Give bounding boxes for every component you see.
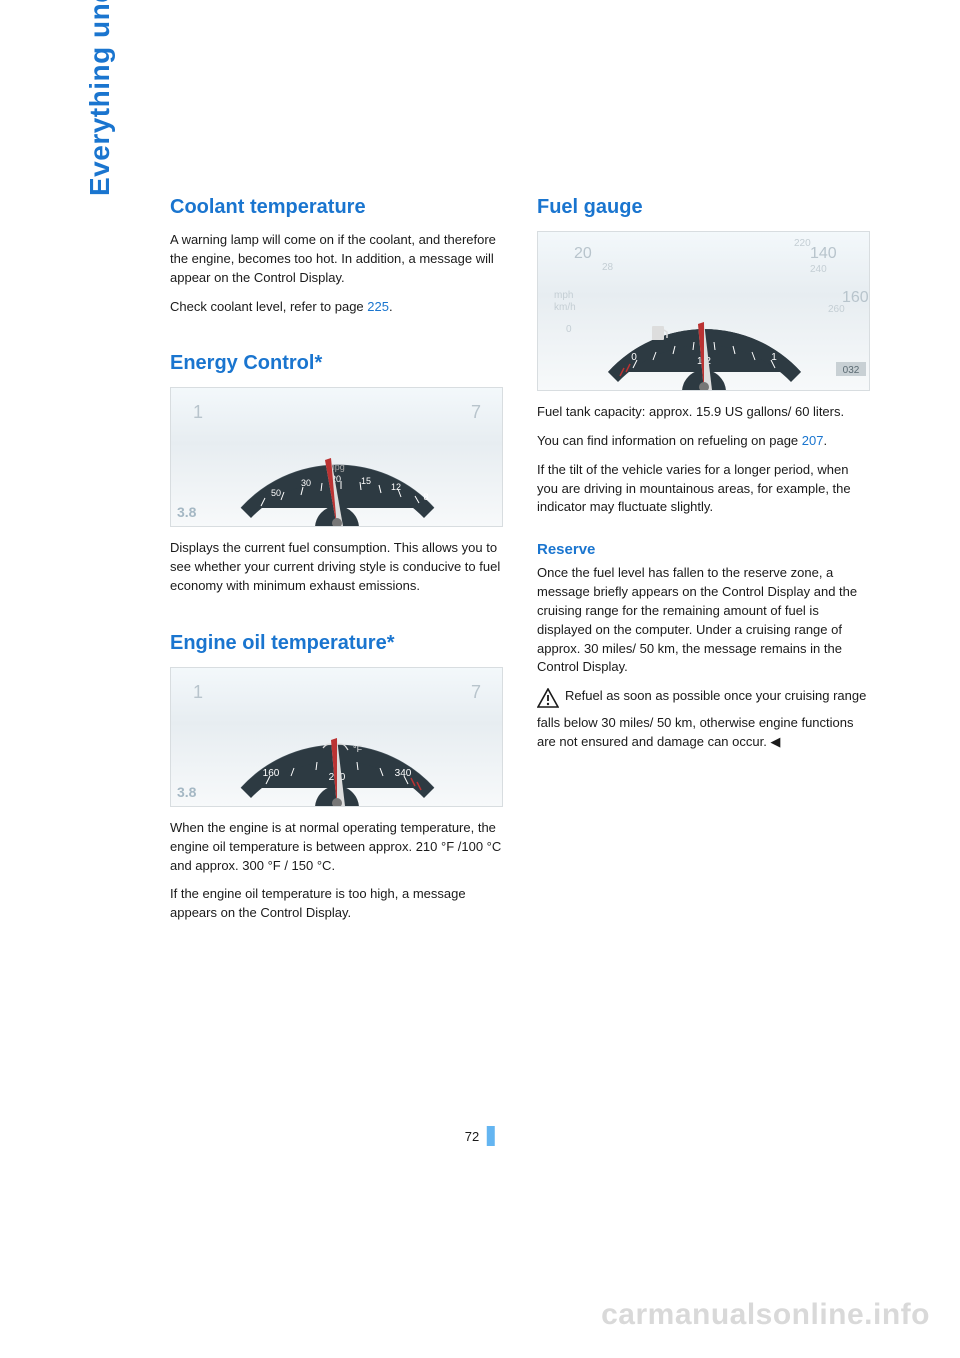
coolant-p1: A warning lamp will come on if the coola…: [170, 231, 503, 288]
svg-text:mph: mph: [554, 290, 573, 301]
energy-badge: 3.8: [177, 504, 196, 520]
svg-text:12: 12: [391, 482, 401, 492]
energy-heading: Energy Control*: [170, 352, 503, 375]
oil-gauge-figure: 1 7 160 250 340 °F: [170, 667, 503, 807]
left-column: Coolant temperature A warning lamp will …: [170, 196, 503, 933]
reserve-heading: Reserve: [537, 541, 870, 558]
page-number: 72: [465, 1129, 479, 1144]
watermark: carmanualsonline.info: [601, 1298, 930, 1332]
svg-text:0: 0: [566, 324, 572, 335]
svg-text:28: 28: [602, 262, 614, 273]
oil-tr-num: 7: [471, 682, 481, 702]
oil-gauge-svg: 1 7 160 250 340 °F: [171, 668, 503, 807]
fuel-gauge-figure: 20 140 160 28 220 240 260 mph km/h 0 0: [537, 231, 870, 391]
svg-text:160: 160: [263, 768, 280, 779]
oil-heading: Engine oil temperature*: [170, 632, 503, 655]
svg-text:50: 50: [271, 488, 281, 498]
fuel-p2b: .: [823, 433, 827, 448]
warning-icon: [537, 688, 559, 714]
svg-text:15: 15: [361, 476, 371, 486]
svg-text:260: 260: [828, 304, 845, 315]
svg-text:20: 20: [574, 245, 592, 262]
side-tab-text: Everything under control: [84, 0, 115, 196]
svg-text:240: 240: [810, 264, 827, 275]
reserve-p1: Once the fuel level has fallen to the re…: [537, 564, 870, 677]
oil-p1: When the engine is at normal operating t…: [170, 819, 503, 876]
coolant-p2: Check coolant level, refer to page 225.: [170, 298, 503, 317]
svg-text:032: 032: [843, 365, 860, 376]
svg-text:140: 140: [810, 245, 837, 262]
fuel-heading: Fuel gauge: [537, 196, 870, 219]
oil-p2: If the engine oil temperature is too hig…: [170, 885, 503, 923]
energy-body: Displays the current fuel consumption. T…: [170, 539, 503, 596]
fuel-p2: You can find information on refueling on…: [537, 432, 870, 451]
fuel-p3: If the tilt of the vehicle varies for a …: [537, 461, 870, 518]
svg-text:km/h: km/h: [554, 302, 576, 313]
page-marker-icon: [487, 1126, 495, 1146]
gauge-tl-num: 1: [193, 402, 203, 422]
fuel-page-link[interactable]: 207: [802, 433, 824, 448]
page-number-block: 72: [465, 1126, 495, 1146]
svg-text:30: 30: [301, 478, 311, 488]
fuel-p2a: You can find information on refueling on…: [537, 433, 802, 448]
coolant-heading: Coolant temperature: [170, 196, 503, 219]
energy-gauge-svg: 1 7 50 30 20 15 12 8: [171, 388, 503, 527]
right-column: Fuel gauge 20 140 160 28 220 240 260 mph…: [537, 196, 870, 933]
side-tab: Everything under control: [84, 0, 116, 196]
fuel-p1: Fuel tank capacity: approx. 15.9 US gall…: [537, 403, 870, 422]
svg-text:220: 220: [794, 238, 811, 249]
oil-unit: °F: [353, 744, 363, 754]
svg-text:8: 8: [423, 492, 428, 502]
gauge-tr-num: 7: [471, 402, 481, 422]
coolant-p2b: .: [389, 299, 393, 314]
energy-gauge-figure: 1 7 50 30 20 15 12 8: [170, 387, 503, 527]
svg-text:160: 160: [842, 289, 869, 306]
svg-text:340: 340: [395, 768, 412, 779]
oil-badge: 3.8: [177, 784, 196, 800]
page-content: Coolant temperature A warning lamp will …: [170, 196, 870, 933]
reserve-warn: Refuel as soon as possible once your cru…: [537, 687, 870, 752]
fuel-gauge-svg: 20 140 160 28 220 240 260 mph km/h 0 0: [538, 232, 870, 391]
coolant-page-link[interactable]: 225: [367, 299, 389, 314]
coolant-p2a: Check coolant level, refer to page: [170, 299, 367, 314]
reserve-warn-text: Refuel as soon as possible once your cru…: [537, 688, 866, 749]
oil-tl-num: 1: [193, 682, 203, 702]
